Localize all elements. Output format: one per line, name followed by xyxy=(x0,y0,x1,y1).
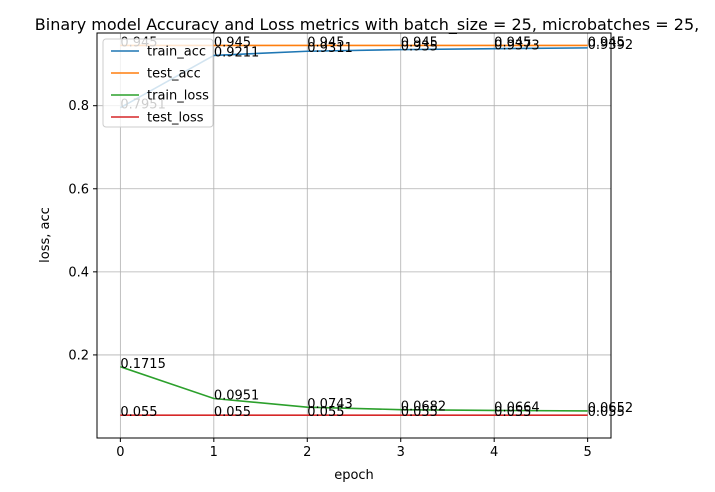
y-tick-label: 0.6 xyxy=(68,182,89,197)
axes: 0 1 2 3 4 5 0.2 0.4 0.6 0.8 xyxy=(68,99,591,460)
y-tick-label: 0.2 xyxy=(68,348,89,363)
x-tick-label: 4 xyxy=(490,445,498,460)
x-tick-label: 0 xyxy=(116,445,124,460)
legend: train_acc test_acc train_loss test_loss xyxy=(102,38,214,128)
legend-entry-test-loss: test_loss xyxy=(147,111,204,126)
data-label-test-acc: 0.945 xyxy=(401,35,438,50)
data-label-test-loss: 0.055 xyxy=(307,405,344,420)
data-label-test-acc: 0.945 xyxy=(214,35,251,50)
data-label-train-loss: 0.0664 xyxy=(494,400,540,415)
data-label-test-loss: 0.055 xyxy=(214,405,251,420)
data-label-train-loss: 0.0743 xyxy=(307,397,353,412)
legend-entry-test-acc: test_acc xyxy=(147,67,201,82)
data-label-train-acc: 0.9311 xyxy=(307,41,353,56)
legend-entry-train-acc: train_acc xyxy=(147,45,206,60)
series-line-train-loss xyxy=(120,366,588,412)
data-label-train-acc: 0.9373 xyxy=(494,39,540,54)
legend-box xyxy=(102,38,214,128)
x-tick-label: 2 xyxy=(303,445,311,460)
data-label-test-loss: 0.055 xyxy=(120,405,157,420)
data-label-train-loss: 0.0951 xyxy=(214,388,260,403)
data-label-train-acc: 0.935 xyxy=(401,40,438,55)
legend-entry-train-loss: train_loss xyxy=(147,89,209,104)
x-axis-label: epoch xyxy=(334,468,374,483)
chart-title: Binary model Accuracy and Loss metrics w… xyxy=(35,15,699,35)
data-label-test-loss: 0.055 xyxy=(401,405,438,420)
plot-area xyxy=(96,32,612,439)
data-label-test-loss: 0.055 xyxy=(494,405,531,420)
data-label-train-acc: 0.9392 xyxy=(588,38,634,53)
x-tick-label: 3 xyxy=(397,445,405,460)
data-label-train-loss: 0.1715 xyxy=(120,357,166,372)
x-tick-label: 1 xyxy=(210,445,218,460)
y-axis-label: loss, acc xyxy=(38,207,53,263)
data-label-test-acc: 0.945 xyxy=(307,35,344,50)
data-label-train-loss: 0.0682 xyxy=(401,400,447,415)
x-tick-label: 5 xyxy=(583,445,591,460)
data-label-train-acc: 0.9211 xyxy=(214,45,260,60)
y-tick-label: 0.8 xyxy=(68,99,89,114)
y-tick-label: 0.4 xyxy=(68,265,89,280)
grid xyxy=(97,33,611,438)
data-label-test-acc: 0.945 xyxy=(588,35,625,50)
data-label-test-acc: 0.945 xyxy=(494,35,531,50)
data-label-train-loss: 0.0652 xyxy=(588,401,634,416)
data-label-test-loss: 0.055 xyxy=(588,405,625,420)
